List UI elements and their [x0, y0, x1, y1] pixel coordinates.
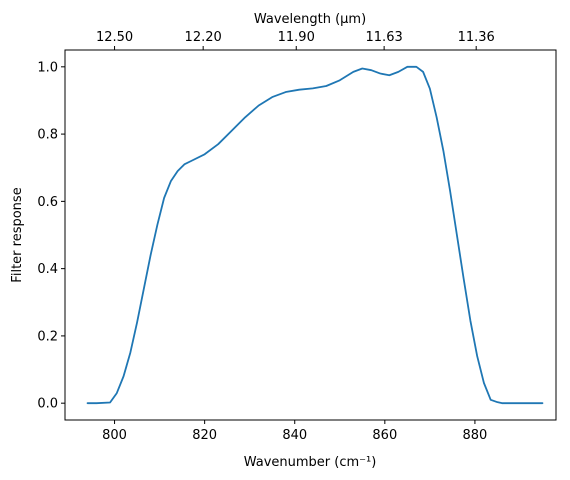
series-line	[86, 65, 544, 405]
x-tick-label: 820	[192, 428, 217, 443]
y-axis-label: Filter response	[10, 187, 25, 282]
y-tick-label: 0.2	[37, 329, 58, 344]
y-tick-label: 0.0	[37, 397, 58, 412]
x-axis-label: Wavenumber (cm⁻¹)	[244, 455, 377, 470]
top-tick-label: 12.20	[185, 30, 222, 45]
top-tick-label: 12.50	[96, 30, 133, 45]
y-tick-label: 0.6	[37, 195, 58, 210]
top-tick-label: 11.63	[366, 30, 403, 45]
y-tick-label: 0.8	[37, 128, 58, 143]
x-tick-label: 880	[463, 428, 488, 443]
top-tick-label: 11.90	[278, 30, 315, 45]
y-tick-label: 1.0	[37, 60, 58, 75]
plot-frame	[64, 49, 557, 421]
y-tick-label: 0.4	[37, 262, 58, 277]
chart-marks: 800 820 840 860 880 0.0 0.2 0.4 0.6 0.8 1.0 12.50 12…	[37, 30, 544, 443]
x-tick-label: 800	[102, 428, 127, 443]
top-axis-label: Wavelength (μm)	[254, 12, 366, 27]
top-tick-label: 11.36	[458, 30, 495, 45]
x-tick-label: 860	[372, 428, 397, 443]
x-tick-label: 840	[282, 428, 307, 443]
